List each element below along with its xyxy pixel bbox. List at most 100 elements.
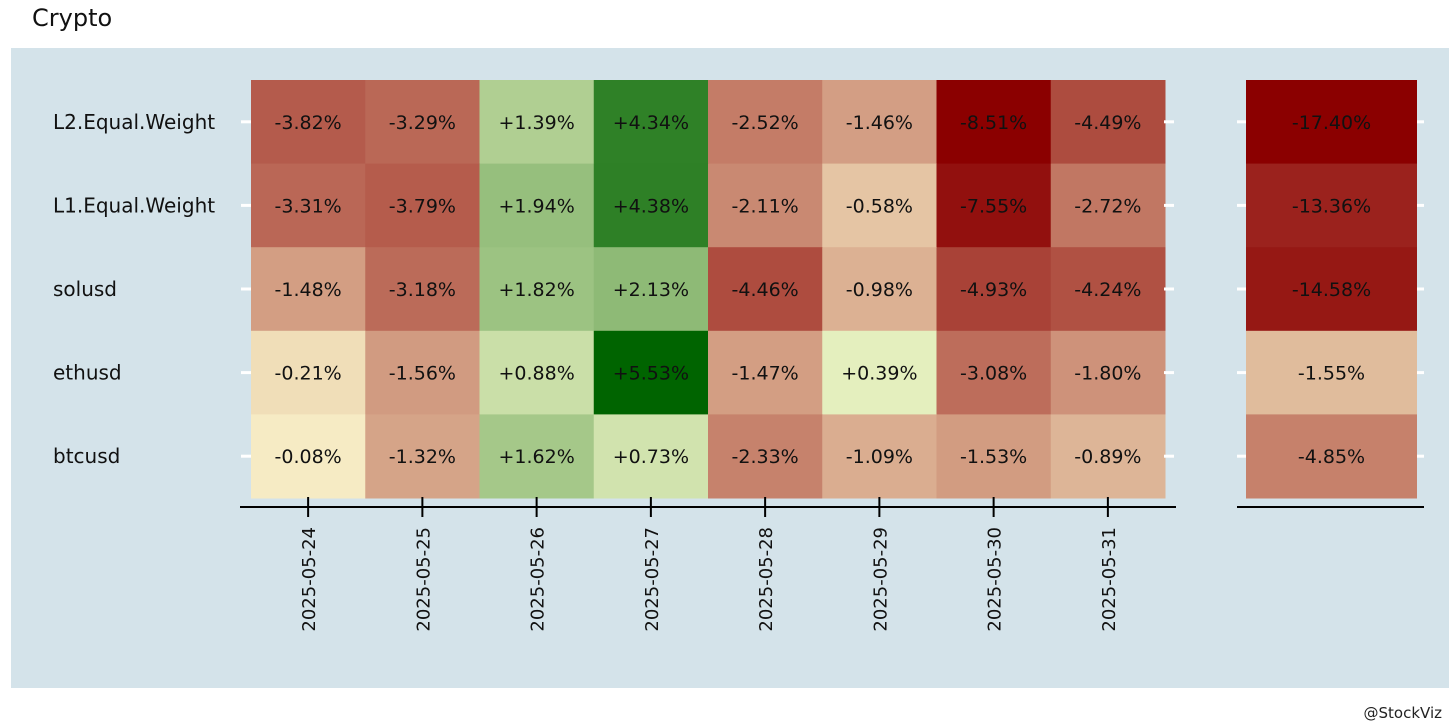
axes: L2.Equal.Weight L1.Equal.Weight solusd ethu…	[53, 110, 1424, 632]
x-tick-label: 2025-05-25	[413, 527, 434, 632]
heatmap-cell	[251, 80, 366, 165]
heatmap-cell	[593, 247, 709, 332]
heatmap-cell	[822, 80, 937, 165]
row-label: solusd	[53, 277, 117, 301]
heatmap-cell	[1050, 247, 1166, 332]
heatmap-cell	[822, 330, 937, 415]
cell-value-label: -3.31%	[275, 195, 342, 217]
cell-value-label: -1.09%	[846, 446, 913, 468]
cell-value-label: +0.73%	[613, 446, 689, 468]
heatmap-cell	[822, 163, 937, 248]
total-cell	[1246, 414, 1417, 499]
heatmap-cell	[479, 163, 595, 248]
x-tick-label: 2025-05-30	[985, 527, 1006, 632]
cell-value-label: -1.47%	[732, 363, 799, 385]
row-label: L2.Equal.Weight	[53, 110, 215, 134]
cell-value-label: -0.98%	[846, 279, 913, 301]
row-label: L1.Equal.Weight	[53, 193, 215, 217]
heatmap-cell	[251, 247, 366, 332]
heatmap-cell	[479, 80, 595, 165]
heatmap-cell	[1050, 80, 1166, 165]
cell-value-label: -1.32%	[389, 446, 456, 468]
x-tick-label: 2025-05-28	[756, 527, 777, 632]
total-value-label: -14.58%	[1292, 279, 1371, 301]
heatmap-cell	[365, 330, 480, 415]
cell-value-label: +1.82%	[498, 279, 574, 301]
cell-value-label: -2.33%	[732, 446, 799, 468]
x-tick-label: 2025-05-24	[299, 527, 320, 632]
cell-value-label: +1.62%	[498, 446, 574, 468]
heatmap-cell	[365, 80, 480, 165]
total-value-label: -13.36%	[1292, 195, 1371, 217]
cell-value-label: -4.46%	[732, 279, 799, 301]
cell-value-label: -3.18%	[389, 279, 456, 301]
heatmap-cell	[479, 330, 595, 415]
heatmap-cell	[593, 330, 709, 415]
heatmap-cell	[479, 414, 595, 499]
total-cell	[1246, 247, 1417, 332]
total-value-label: -17.40%	[1292, 112, 1371, 134]
total-cell	[1246, 330, 1417, 415]
heatmap-cell	[251, 414, 366, 499]
total-value-label: -4.85%	[1298, 446, 1365, 468]
cell-value-label: -2.72%	[1074, 195, 1141, 217]
heatmap-cell	[936, 247, 1052, 332]
cell-value-label: -4.93%	[960, 279, 1027, 301]
cell-value-label: -0.08%	[275, 446, 342, 468]
cell-value-label: -2.11%	[732, 195, 799, 217]
cell-value-label: +0.88%	[498, 363, 574, 385]
cell-value-label: -4.49%	[1074, 112, 1141, 134]
heatmap-cell	[365, 247, 480, 332]
cell-value-label: -7.55%	[960, 195, 1027, 217]
heatmap-cell	[1050, 163, 1166, 248]
row-label: ethusd	[53, 361, 122, 385]
cell-value-label: -1.56%	[389, 363, 456, 385]
heatmap-cell	[365, 163, 480, 248]
cell-value-label: -8.51%	[960, 112, 1027, 134]
cell-value-label: -2.52%	[732, 112, 799, 134]
row-label: btcusd	[53, 444, 120, 468]
cell-value-label: -3.29%	[389, 112, 456, 134]
x-tick-label: 2025-05-31	[1099, 527, 1120, 632]
cell-value-label: -1.48%	[275, 279, 342, 301]
cell-value-label: +4.38%	[613, 195, 689, 217]
heatmap-cell	[593, 80, 709, 165]
cell-value-label: -0.89%	[1074, 446, 1141, 468]
heatmap-cell	[479, 247, 595, 332]
heatmap-cell	[936, 330, 1052, 415]
heatmap-cell	[708, 414, 823, 499]
heatmap-cell	[936, 80, 1052, 165]
cell-value-label: -3.82%	[275, 112, 342, 134]
cell-value-label: -0.21%	[275, 363, 342, 385]
x-tick-label: 2025-05-29	[870, 527, 891, 632]
cell-value-label: +1.94%	[498, 195, 574, 217]
heatmap-cell	[708, 80, 823, 165]
total-cell	[1246, 163, 1417, 248]
chart-title: Crypto	[32, 4, 113, 32]
heatmap-cell	[708, 247, 823, 332]
heatmap-cell	[822, 414, 937, 499]
x-tick-label: 2025-05-27	[642, 527, 663, 632]
total-returns-heatmap: -17.40% -13.36% -14.58% -1.55% -4.85%	[1246, 80, 1417, 499]
total-cell	[1246, 80, 1417, 165]
heatmap-cell	[593, 163, 709, 248]
cell-value-label: +5.53%	[613, 363, 689, 385]
heatmap-cell	[936, 414, 1052, 499]
heatmap-cell	[1050, 414, 1166, 499]
heatmap-cell	[251, 163, 366, 248]
daily-returns-heatmap: -3.82% -3.29% +1.39% +4.34% -2.52% -1.46% -8.5…	[251, 80, 1166, 499]
cell-value-label: +1.39%	[498, 112, 574, 134]
total-value-label: -1.55%	[1298, 363, 1365, 385]
cell-value-label: -1.80%	[1074, 363, 1141, 385]
heatmap-cell	[708, 163, 823, 248]
heatmap-cell	[936, 163, 1052, 248]
heatmap-cell	[365, 414, 480, 499]
heatmap-cell	[1050, 330, 1166, 415]
credit-label: @StockViz	[1363, 704, 1443, 722]
cell-value-label: -4.24%	[1074, 279, 1141, 301]
cell-value-label: -1.46%	[846, 112, 913, 134]
cell-value-label: +4.34%	[613, 112, 689, 134]
cell-value-label: +0.39%	[841, 363, 917, 385]
cell-value-label: +2.13%	[613, 279, 689, 301]
